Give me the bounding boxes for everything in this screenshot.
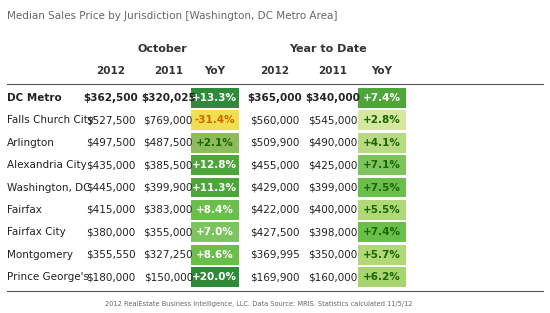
Text: Arlington: Arlington: [7, 138, 55, 148]
Text: 2012: 2012: [261, 66, 289, 76]
Text: $509,900: $509,900: [250, 138, 300, 148]
FancyBboxPatch shape: [191, 88, 239, 108]
Text: $327,250: $327,250: [144, 250, 193, 260]
Text: Fairfax: Fairfax: [7, 205, 42, 215]
FancyBboxPatch shape: [191, 110, 239, 130]
Text: 2011: 2011: [318, 66, 347, 76]
Text: $160,000: $160,000: [308, 272, 357, 282]
FancyBboxPatch shape: [358, 200, 406, 220]
Text: $355,000: $355,000: [144, 227, 193, 237]
FancyBboxPatch shape: [358, 133, 406, 152]
Text: Prince George's: Prince George's: [7, 272, 89, 282]
FancyBboxPatch shape: [191, 155, 239, 175]
Text: $415,000: $415,000: [86, 205, 135, 215]
Text: $487,500: $487,500: [144, 138, 193, 148]
FancyBboxPatch shape: [358, 267, 406, 287]
FancyBboxPatch shape: [358, 245, 406, 264]
FancyBboxPatch shape: [191, 133, 239, 152]
Text: +20.0%: +20.0%: [192, 272, 237, 282]
Text: $429,000: $429,000: [250, 182, 300, 192]
Text: 2012 RealEstate Business Intelligence, LLC. Data Source: MRIS. Statistics calcul: 2012 RealEstate Business Intelligence, L…: [106, 301, 413, 307]
FancyBboxPatch shape: [191, 200, 239, 220]
Text: $545,000: $545,000: [308, 115, 357, 125]
Text: $369,995: $369,995: [250, 250, 300, 260]
Text: $769,000: $769,000: [144, 115, 193, 125]
Text: -31.4%: -31.4%: [195, 115, 235, 125]
FancyBboxPatch shape: [358, 88, 406, 108]
Text: +7.1%: +7.1%: [363, 160, 400, 170]
Text: $355,550: $355,550: [86, 250, 136, 260]
Text: +5.7%: +5.7%: [363, 250, 400, 260]
Text: $365,000: $365,000: [248, 93, 302, 103]
Text: +7.0%: +7.0%: [196, 227, 234, 237]
Text: +7.5%: +7.5%: [363, 182, 400, 192]
Text: $399,900: $399,900: [144, 182, 193, 192]
Text: $169,900: $169,900: [250, 272, 300, 282]
Text: $497,500: $497,500: [86, 138, 136, 148]
Text: $527,500: $527,500: [86, 115, 136, 125]
Text: Montgomery: Montgomery: [7, 250, 73, 260]
Text: October: October: [138, 44, 188, 54]
Text: +2.8%: +2.8%: [363, 115, 400, 125]
FancyBboxPatch shape: [191, 178, 239, 198]
Text: $422,000: $422,000: [250, 205, 300, 215]
Text: $455,000: $455,000: [250, 160, 300, 170]
Text: $490,000: $490,000: [308, 138, 357, 148]
Text: Alexandria City: Alexandria City: [7, 160, 86, 170]
Text: $560,000: $560,000: [250, 115, 300, 125]
Text: $383,000: $383,000: [144, 205, 193, 215]
Text: $340,000: $340,000: [305, 93, 360, 103]
Text: Falls Church City: Falls Church City: [7, 115, 94, 125]
Text: +13.3%: +13.3%: [192, 93, 237, 103]
Text: $435,000: $435,000: [86, 160, 135, 170]
Text: $150,000: $150,000: [144, 272, 193, 282]
Text: +7.4%: +7.4%: [362, 93, 401, 103]
Text: Fairfax City: Fairfax City: [7, 227, 65, 237]
FancyBboxPatch shape: [358, 178, 406, 198]
Text: 2012: 2012: [96, 66, 125, 76]
FancyBboxPatch shape: [358, 155, 406, 175]
Text: DC Metro: DC Metro: [7, 93, 62, 103]
Text: $400,000: $400,000: [308, 205, 357, 215]
Text: YoY: YoY: [371, 66, 392, 76]
Text: YoY: YoY: [204, 66, 226, 76]
Text: +12.8%: +12.8%: [192, 160, 237, 170]
Text: +4.1%: +4.1%: [363, 138, 400, 148]
Text: +2.1%: +2.1%: [196, 138, 234, 148]
FancyBboxPatch shape: [358, 110, 406, 130]
Text: +5.5%: +5.5%: [363, 205, 400, 215]
Text: $427,500: $427,500: [250, 227, 300, 237]
Text: $399,000: $399,000: [308, 182, 357, 192]
Text: $180,000: $180,000: [86, 272, 135, 282]
FancyBboxPatch shape: [358, 223, 406, 242]
Text: $320,025: $320,025: [141, 93, 196, 103]
FancyBboxPatch shape: [191, 245, 239, 264]
Text: +8.4%: +8.4%: [196, 205, 234, 215]
Text: $445,000: $445,000: [86, 182, 135, 192]
Text: Median Sales Price by Jurisdiction [Washington, DC Metro Area]: Median Sales Price by Jurisdiction [Wash…: [7, 11, 337, 21]
Text: $385,500: $385,500: [144, 160, 193, 170]
FancyBboxPatch shape: [191, 223, 239, 242]
Text: 2011: 2011: [154, 66, 183, 76]
Text: $380,000: $380,000: [86, 227, 135, 237]
Text: $398,000: $398,000: [308, 227, 357, 237]
Text: $362,500: $362,500: [84, 93, 138, 103]
Text: $350,000: $350,000: [308, 250, 357, 260]
Text: +7.4%: +7.4%: [362, 227, 401, 237]
Text: Washington, DC: Washington, DC: [7, 182, 90, 192]
Text: $425,000: $425,000: [308, 160, 357, 170]
Text: +6.2%: +6.2%: [363, 272, 400, 282]
Text: +11.3%: +11.3%: [192, 182, 237, 192]
Text: +8.6%: +8.6%: [196, 250, 234, 260]
FancyBboxPatch shape: [191, 267, 239, 287]
Text: Year to Date: Year to Date: [289, 44, 367, 54]
